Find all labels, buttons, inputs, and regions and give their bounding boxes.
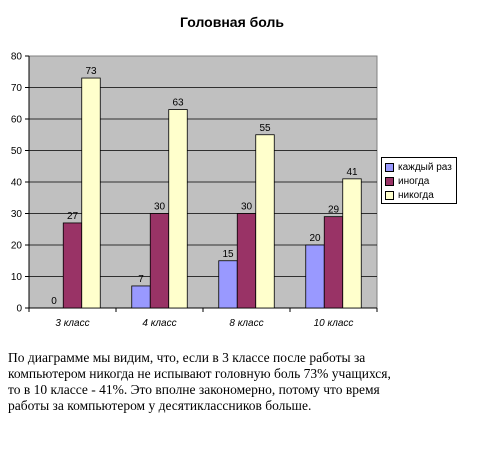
bar [255, 134, 275, 309]
legend: каждый раз иногда никогда [381, 157, 457, 204]
legend-swatch [385, 162, 394, 172]
data-label: 29 [328, 205, 340, 216]
legend-label: никогда [398, 189, 434, 201]
bar [149, 213, 170, 309]
bar [323, 216, 344, 309]
bar [168, 109, 188, 309]
bar [81, 77, 101, 309]
plot-area: 0 10 20 30 40 50 60 70 80 0 27 73 3 класс 7 30 63 4 клас… [11, 52, 378, 329]
y-tick-label: 0 [16, 304, 22, 315]
chart-container: Головная боль 0 10 20 30 40 50 60 70 80 0 27 73 3 кл… [11, 14, 457, 329]
caption-line: работы за компьютером у десятиклассников… [8, 398, 312, 413]
data-label: 30 [241, 202, 253, 213]
bar [131, 285, 151, 309]
legend-item-inogda: иногда [385, 174, 456, 188]
caption-line: компьютером никогда не испывают головную… [8, 366, 391, 381]
legend-swatch [385, 176, 394, 186]
legend-item-nikogda: никогда [385, 188, 456, 202]
chart-title: Головная боль [180, 14, 284, 30]
data-label: 30 [154, 202, 166, 213]
data-label: 63 [172, 98, 184, 109]
caption-line: По диаграмме мы видим, что, если в 3 кла… [8, 350, 366, 365]
x-tick-label: 4 класс [142, 318, 176, 329]
y-tick-label: 20 [11, 241, 23, 252]
bar [342, 178, 362, 309]
x-tick-label: 8 класс [229, 318, 263, 329]
y-tick-label: 60 [11, 115, 23, 126]
y-tick-label: 40 [11, 178, 23, 189]
legend-label: иногда [398, 175, 430, 187]
y-tick-label: 30 [11, 209, 23, 220]
legend-item-kazhdyi-raz: каждый раз [385, 160, 456, 174]
data-label: 20 [309, 233, 321, 244]
data-label: 73 [85, 66, 97, 77]
data-label: 55 [259, 123, 271, 134]
x-tick-label: 3 класс [55, 318, 89, 329]
data-label: 41 [346, 167, 358, 178]
y-tick-label: 80 [11, 52, 23, 63]
data-label: 0 [51, 296, 57, 307]
y-tick-label: 10 [11, 272, 23, 283]
x-tick-label: 10 класс [314, 318, 354, 329]
legend-swatch [385, 190, 394, 200]
caption-text: По диаграмме мы видим, что, если в 3 кла… [8, 350, 473, 414]
data-label: 15 [222, 249, 234, 260]
legend-label: каждый раз [398, 161, 452, 173]
bar [62, 222, 83, 309]
bar [218, 260, 238, 309]
data-label: 7 [138, 274, 144, 285]
y-tick-label: 70 [11, 83, 23, 94]
bar [236, 213, 257, 309]
bar-chart: Головная боль 0 10 20 30 40 50 60 70 80 0 27 73 3 кл… [11, 14, 378, 329]
data-label: 27 [67, 211, 79, 222]
bar [305, 244, 325, 309]
y-tick-label: 50 [11, 146, 23, 157]
caption-line: то в 10 классе - 41%. Это вполне законом… [8, 382, 380, 397]
